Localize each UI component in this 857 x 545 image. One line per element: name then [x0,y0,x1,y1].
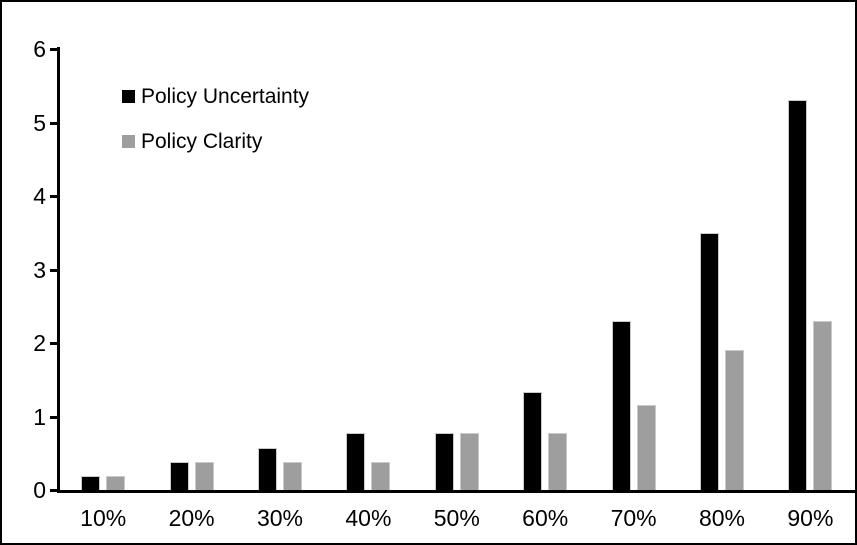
legend-item-policy-uncertainty: Policy Uncertainty [122,86,309,107]
y-tick-label-3: 3 [33,256,46,283]
bar-policy-uncertainty-60-pct [523,392,543,490]
y-tick-mark-1 [50,415,59,419]
y-tick-mark-4 [50,195,59,198]
x-axis-label-40-pct: 40% [345,505,392,531]
bar-policy-uncertainty-80-pct [700,232,719,490]
bar-policy-uncertainty-30-pct [258,448,277,490]
y-tick-label-4: 4 [33,183,46,209]
bar-policy-uncertainty-70-pct [611,320,631,490]
legend-label-policy-uncertainty: Policy Uncertainty [141,85,310,108]
legend-label-policy-clarity: Policy Clarity [141,130,263,153]
bar-policy-clarity-70-pct [636,405,656,490]
bar-policy-uncertainty-10-pct [81,476,101,490]
x-axis-label-30-pct: 30% [256,505,304,531]
x-axis-label-10-pct: 10% [80,505,127,531]
policy-clarity-swatch-icon [122,135,135,148]
y-tick-label-5: 5 [33,109,46,136]
x-axis-label-20-pct: 20% [168,505,215,531]
x-axis-label-50-pct: 50% [433,505,480,531]
y-tick-label-6: 6 [33,36,46,62]
x-axis-label-90-pct: 90% [787,505,834,531]
legend-item-policy-clarity: Policy Clarity [122,131,309,152]
bar-policy-clarity-80-pct [725,350,744,490]
y-tick-label-1: 1 [33,403,46,430]
bar-policy-clarity-60-pct [548,433,568,490]
y-tick-label-0: 0 [33,477,46,503]
x-axis-label-70-pct: 70% [610,505,657,531]
bar-policy-clarity-10-pct [106,476,126,490]
bar-policy-uncertainty-90-pct [788,100,808,490]
bar-policy-clarity-30-pct [283,462,302,490]
bar-policy-clarity-20-pct [194,462,214,490]
bar-policy-uncertainty-40-pct [346,433,366,490]
x-axis-line [57,490,855,493]
y-tick-mark-5 [50,121,59,125]
x-axis-label-60-pct: 60% [522,505,569,531]
bar-policy-clarity-90-pct [813,320,833,490]
y-tick-mark-2 [50,342,59,345]
bar-policy-clarity-40-pct [371,462,391,490]
y-tick-mark-0 [50,489,59,492]
bar-policy-uncertainty-50-pct [434,432,454,490]
policy-uncertainty-swatch-icon [122,90,135,103]
y-tick-mark-6 [50,48,59,51]
x-axis-label-80-pct: 80% [698,505,746,531]
y-tick-label-2: 2 [33,330,46,356]
y-tick-mark-3 [50,268,59,272]
bar-policy-uncertainty-20-pct [169,462,189,490]
legend: Policy Uncertainty Policy Clarity [122,86,309,176]
bar-policy-clarity-50-pct [459,433,479,490]
